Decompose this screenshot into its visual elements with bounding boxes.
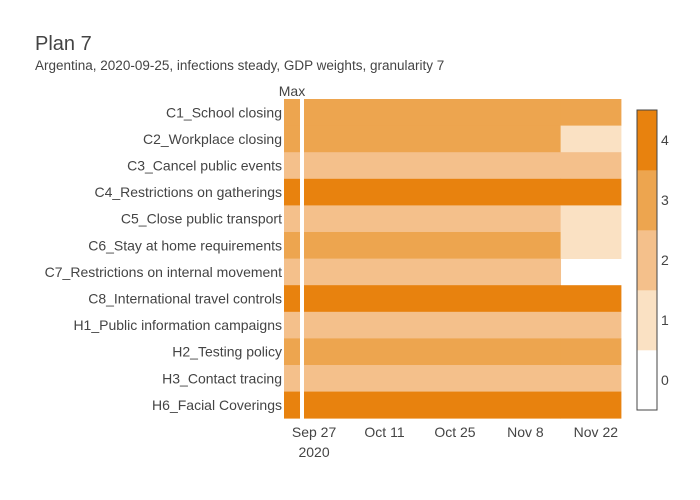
heatmap-cell — [560, 232, 622, 259]
x-tick-label: Oct 25 — [434, 424, 475, 440]
heatmap-cell — [560, 152, 622, 180]
row-label: C2_Workplace closing — [143, 131, 282, 147]
heatmap-cell — [560, 311, 622, 339]
x-tick-sublabel: 2020 — [298, 444, 329, 460]
plan-cells — [304, 99, 622, 419]
heatmap-cell — [560, 178, 622, 206]
heatmap-cell — [560, 391, 622, 419]
max-cell — [284, 338, 300, 366]
heatmap-cell — [560, 99, 622, 126]
colorbar-segment — [637, 350, 657, 411]
heatmap-cell — [304, 338, 562, 366]
chart-title: Plan 7 — [35, 33, 92, 55]
heatmap-cell — [304, 152, 562, 180]
max-cell — [284, 232, 300, 259]
row-label: H6_Facial Coverings — [152, 397, 282, 413]
max-cell — [284, 391, 300, 419]
max-cell — [284, 152, 300, 180]
heatmap-cell — [560, 205, 622, 233]
row-labels: C1_School closing C2_Workplace closing C3_… — [45, 104, 282, 413]
row-label: C8_International travel controls — [88, 291, 282, 307]
x-tick-label: Sep 27 — [292, 424, 337, 440]
colorbar-tick-label: 0 — [661, 372, 669, 388]
colorbar-outline — [636, 109, 658, 411]
colorbar: 0 1 2 3 4 — [636, 109, 669, 411]
colorbar-tick-label: 1 — [661, 312, 669, 328]
heatmap-cell — [304, 99, 562, 126]
row-label: C5_Close public transport — [121, 211, 282, 227]
colorbar-tick-label: 2 — [661, 252, 669, 268]
x-tick-label: Nov 8 — [507, 424, 544, 440]
heatmap-cell — [560, 365, 622, 392]
heatmap-cell — [304, 205, 562, 233]
heatmap-cell — [304, 285, 562, 313]
chart-subtitle: Argentina, 2020-09-25, infections steady… — [35, 58, 444, 73]
heatmap-cell — [560, 285, 622, 313]
heatmap-cell — [304, 232, 562, 259]
row-label: H3_Contact tracing — [162, 370, 282, 386]
colorbar-segment — [637, 170, 657, 231]
max-column-label: Max — [279, 83, 305, 99]
colorbar-tick-label: 3 — [661, 192, 669, 208]
max-cell — [284, 178, 300, 206]
max-cell — [284, 258, 300, 286]
max-cell — [284, 205, 300, 233]
row-label: C1_School closing — [166, 104, 282, 120]
heatmap-cell — [304, 365, 562, 392]
colorbar-tick-label: 4 — [661, 132, 669, 148]
row-label: C6_Stay at home requirements — [88, 237, 282, 253]
max-cell — [284, 311, 300, 339]
x-tick-label: Nov 22 — [574, 424, 619, 440]
row-label: H2_Testing policy — [172, 344, 282, 360]
heatmap-cell — [304, 178, 562, 206]
row-label: C4_Restrictions on gatherings — [94, 184, 282, 200]
heatmap-cell — [304, 391, 562, 419]
colorbar-segment — [637, 110, 657, 171]
heatmap-cell — [304, 311, 562, 339]
heatmap-cell — [304, 258, 562, 286]
max-column-cells — [284, 99, 300, 419]
max-cell — [284, 125, 300, 153]
row-label: C3_Cancel public events — [127, 158, 282, 174]
max-cell — [284, 99, 300, 126]
heatmap-cell — [304, 125, 562, 153]
heatmap-cell — [560, 125, 622, 153]
x-axis: Sep 27 2020 Oct 11 Oct 25 Nov 8 Nov 22 — [292, 424, 618, 460]
max-cell — [284, 365, 300, 392]
row-label: C7_Restrictions on internal movement — [45, 264, 282, 280]
x-tick-label: Oct 11 — [364, 424, 404, 440]
colorbar-segment — [637, 290, 657, 351]
row-label: H1_Public information campaigns — [73, 317, 282, 333]
colorbar-segment — [637, 230, 657, 291]
heatmap-cell — [560, 338, 622, 366]
max-cell — [284, 285, 300, 313]
